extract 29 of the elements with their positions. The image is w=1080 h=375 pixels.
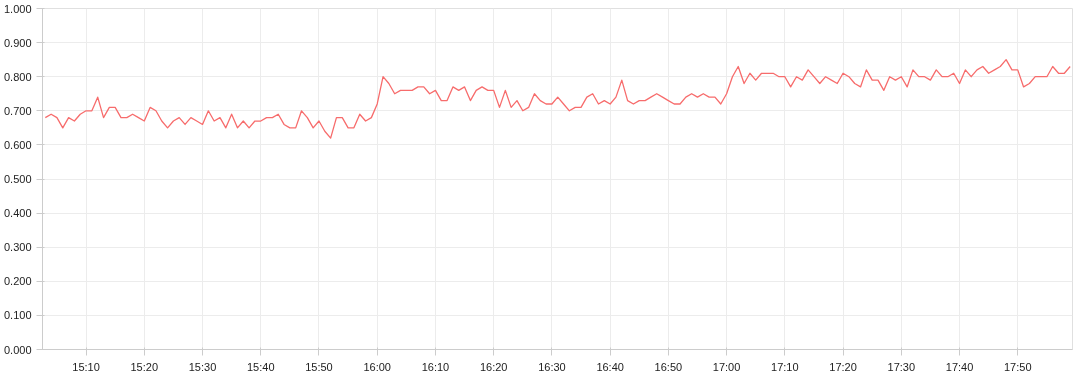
x-tick-label: 17:40: [945, 360, 974, 373]
y-tick-label: 0.000: [3, 343, 32, 356]
y-tick-label: 0.900: [3, 36, 32, 49]
y-tick-label: 0.200: [3, 275, 32, 288]
x-tick-label: 16:40: [596, 360, 624, 373]
y-tick-label: 1.000: [3, 2, 32, 15]
x-tick-label: 16:00: [363, 360, 391, 373]
x-tick-label: 17:20: [829, 360, 857, 373]
y-tick-label: 0.500: [3, 173, 32, 185]
x-tick-label: 16:50: [654, 360, 683, 373]
x-tick-label: 15:40: [247, 360, 275, 373]
y-tick-label: 0.100: [3, 309, 32, 322]
y-tick-label: 0.400: [3, 207, 32, 220]
x-tick-label: 17:00: [712, 360, 741, 373]
x-tick-label: 17:50: [1003, 360, 1032, 373]
x-tick-label: 17:10: [771, 360, 799, 373]
x-tick-label: 16:30: [538, 360, 566, 373]
y-tick-label: 0.600: [3, 138, 32, 151]
y-tick-label: 0.300: [3, 241, 32, 254]
x-tick-label: 15:50: [305, 360, 333, 373]
y-tick-label: 0.700: [3, 104, 32, 117]
x-tick-label: 16:20: [479, 360, 508, 373]
x-tick-label: 15:10: [72, 360, 100, 373]
y-tick-label: 0.800: [3, 70, 32, 83]
x-tick-label: 16:10: [421, 360, 450, 373]
line-series: [44, 59, 1071, 139]
x-tick-label: 15:30: [188, 360, 217, 373]
x-tick-label: 15:20: [130, 360, 159, 373]
x-tick-label: 17:30: [887, 360, 916, 373]
